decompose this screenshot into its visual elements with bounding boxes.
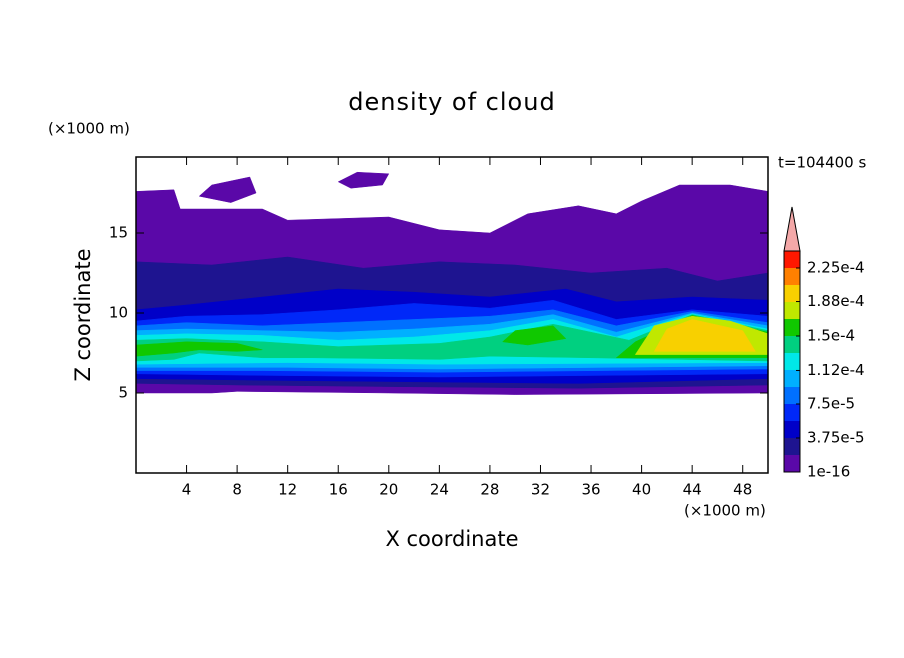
x-tick-label: 4 xyxy=(182,481,192,499)
plot-frame xyxy=(135,156,769,474)
colorbar-tick-label: 7.5e-5 xyxy=(807,395,855,413)
x-axis-label: X coordinate xyxy=(385,527,518,551)
x-tick-label: 28 xyxy=(480,481,499,499)
colorbar-band xyxy=(784,336,800,353)
y-tick-label: 5 xyxy=(118,384,128,402)
y-axis-label: Z coordinate xyxy=(71,248,95,381)
colorbar-band xyxy=(784,387,800,404)
contour-field xyxy=(135,171,769,395)
colorbar-tick-label: 1e-16 xyxy=(807,463,850,481)
x-tick-label: 40 xyxy=(632,481,651,499)
y-tick-label: 15 xyxy=(109,224,128,242)
x-tick-label: 44 xyxy=(683,481,702,499)
colorbar-tick-label: 1.88e-4 xyxy=(807,292,865,310)
x-tick-label: 8 xyxy=(232,481,242,499)
colorbar-tick-label: 1.5e-4 xyxy=(807,327,855,345)
x-tick-label: 24 xyxy=(430,481,449,499)
contour-region xyxy=(337,171,390,189)
x-tick-label: 32 xyxy=(531,481,550,499)
y-tick-label: 10 xyxy=(109,304,128,322)
colorbar-band xyxy=(784,404,800,421)
colorbar-band xyxy=(784,319,800,336)
colorbar-band xyxy=(784,302,800,319)
colorbar-band xyxy=(784,455,800,472)
chart-title: density of cloud xyxy=(348,88,555,116)
colorbar-band xyxy=(784,268,800,285)
colorbar-tick-label: 3.75e-5 xyxy=(807,429,865,447)
x-tick-label: 12 xyxy=(278,481,297,499)
x-unit: (×1000 m) xyxy=(684,502,766,520)
contour-region xyxy=(135,341,263,357)
x-tick-label: 16 xyxy=(329,481,348,499)
contour-region xyxy=(198,176,257,203)
colorbar-frame xyxy=(783,250,801,473)
colorbar-band xyxy=(784,285,800,302)
x-tick-label: 48 xyxy=(733,481,752,499)
colorbar-band xyxy=(784,421,800,438)
contour-region xyxy=(502,325,567,346)
contour-region xyxy=(653,319,756,352)
x-tick-label: 36 xyxy=(581,481,600,499)
colorbar-band xyxy=(784,251,800,268)
colorbar-tick-label: 1.12e-4 xyxy=(807,361,865,379)
time-label: t=104400 s xyxy=(778,154,866,172)
colorbar-band xyxy=(784,370,800,387)
colorbar-band xyxy=(784,438,800,455)
colorbar-tick-label: 2.25e-4 xyxy=(807,259,865,277)
colorbar-extend xyxy=(783,206,801,252)
colorbar-band xyxy=(784,353,800,370)
x-tick-label: 20 xyxy=(379,481,398,499)
y-unit: (×1000 m) xyxy=(48,120,130,138)
